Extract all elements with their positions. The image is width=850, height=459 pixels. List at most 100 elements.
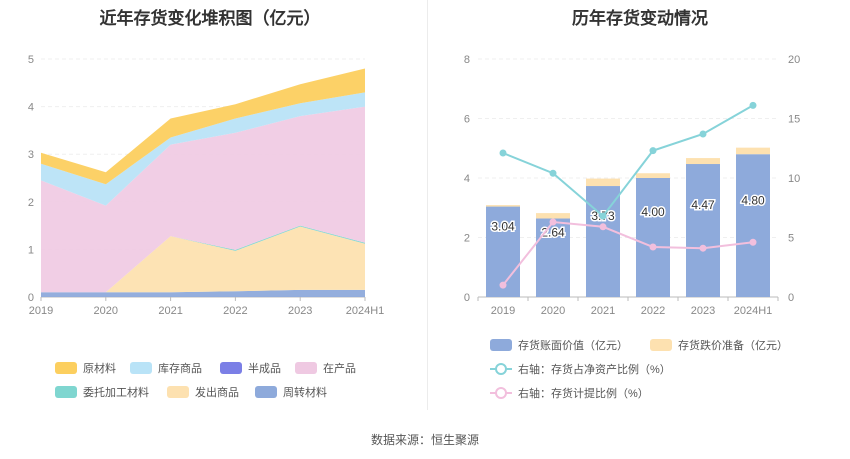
legend-swatch bbox=[255, 386, 277, 398]
right-left-y-tick-label: 6 bbox=[464, 114, 470, 126]
legend-label: 委托加工材料 bbox=[83, 387, 149, 399]
right-x-tick-label: 2021 bbox=[591, 305, 615, 317]
right-left-y-tick-label: 2 bbox=[464, 233, 470, 245]
area-series-3 bbox=[41, 106, 365, 293]
area-series-5 bbox=[41, 92, 365, 206]
right-x-tick-label: 2019 bbox=[491, 305, 515, 317]
net-asset-ratio-line bbox=[502, 104, 754, 218]
area-series-6 bbox=[41, 68, 365, 185]
left-x-tick-label: 2019 bbox=[29, 305, 53, 317]
left-x-tick-label: 2021 bbox=[158, 305, 182, 317]
legend-marker bbox=[495, 363, 507, 375]
legend-label: 存货跌价准备（亿元） bbox=[678, 340, 788, 352]
left-y-tick-label: 0 bbox=[28, 292, 34, 304]
provision-ratio-point bbox=[649, 243, 657, 251]
impairment-reserve-bar bbox=[586, 178, 620, 187]
left-legend-item[interactable]: 周转材料 bbox=[255, 384, 327, 400]
left-legend-item[interactable]: 库存商品 bbox=[130, 360, 202, 376]
charts-canvas: 0 1 2 3 4 5 2019 2020 2021 2022 2023 2024H1 0 2 4 6 8 0 5 1… bbox=[28, 54, 800, 317]
net-asset-ratio-point bbox=[749, 101, 757, 109]
legend-swatch bbox=[295, 362, 317, 374]
left-legend-item[interactable]: 委托加工材料 bbox=[55, 384, 149, 400]
legend-label: 存货账面价值（亿元） bbox=[518, 340, 628, 352]
left-legend-item[interactable]: 半成品 bbox=[220, 360, 281, 376]
left-x-tick-label: 2022 bbox=[223, 305, 247, 317]
right-x-tick-label: 2023 bbox=[691, 305, 715, 317]
right-legend-item[interactable]: 右轴：存货占净资产比例（%） bbox=[490, 361, 671, 377]
left-y-tick-label: 3 bbox=[28, 149, 34, 161]
right-right-y-tick-label: 10 bbox=[788, 173, 800, 185]
legend-label: 半成品 bbox=[248, 363, 281, 375]
legend-label: 库存商品 bbox=[158, 363, 202, 375]
bar-value-label: 4.47 bbox=[691, 198, 715, 212]
net-asset-ratio-point bbox=[549, 169, 557, 177]
area-series-0 bbox=[41, 289, 365, 297]
left-legend-item[interactable]: 发出商品 bbox=[167, 384, 239, 400]
inventory-value-bar bbox=[536, 218, 570, 297]
panel-divider bbox=[427, 0, 428, 410]
bar-value-label: 4.00 bbox=[641, 205, 665, 219]
left-y-tick-label: 4 bbox=[28, 102, 34, 114]
legend-label: 右轴：存货计提比例（%） bbox=[518, 388, 649, 400]
legend-swatch bbox=[55, 362, 77, 374]
left-y-tick-label: 5 bbox=[28, 54, 34, 66]
right-x-tick-label: 2024H1 bbox=[734, 305, 773, 317]
inventory-value-bar bbox=[686, 164, 720, 297]
legend-swatch bbox=[167, 386, 189, 398]
legend-label: 原材料 bbox=[83, 363, 116, 375]
inventory-value-bar bbox=[636, 178, 670, 297]
right-right-y-tick-label: 15 bbox=[788, 114, 800, 126]
bar-value-label: 4.80 bbox=[741, 193, 765, 207]
left-legend-item[interactable]: 原材料 bbox=[55, 360, 116, 376]
impairment-reserve-bar bbox=[536, 213, 570, 219]
right-right-y-tick-label: 20 bbox=[788, 54, 800, 66]
left-y-tick-label: 1 bbox=[28, 244, 34, 256]
inventory-value-bar bbox=[736, 154, 770, 297]
right-left-y-tick-label: 0 bbox=[464, 292, 470, 304]
impairment-reserve-bar bbox=[486, 205, 520, 207]
right-right-y-tick-label: 0 bbox=[788, 292, 794, 304]
provision-ratio-line bbox=[502, 220, 754, 286]
net-asset-ratio-point bbox=[699, 130, 707, 138]
right-left-y-tick-label: 8 bbox=[464, 54, 470, 66]
left-x-tick-label: 2024H1 bbox=[346, 305, 385, 317]
legend-swatch bbox=[490, 363, 512, 375]
net-asset-ratio-point bbox=[599, 212, 607, 220]
legend-label: 发出商品 bbox=[195, 387, 239, 399]
right-x-tick-label: 2022 bbox=[641, 305, 665, 317]
impairment-reserve-bar bbox=[636, 173, 670, 178]
legend-marker bbox=[495, 387, 507, 399]
right-left-y-tick-label: 4 bbox=[464, 173, 470, 185]
inventory-value-bar bbox=[586, 186, 620, 297]
legend-swatch bbox=[220, 362, 242, 374]
legend-swatch bbox=[130, 362, 152, 374]
data-source-note: 数据来源：恒生聚源 bbox=[370, 433, 479, 447]
left-x-tick-label: 2020 bbox=[94, 305, 118, 317]
left-legend-item[interactable]: 在产品 bbox=[295, 360, 356, 376]
right-chart-title: 历年存货变动情况 bbox=[572, 9, 708, 28]
right-legend-item[interactable]: 存货账面价值（亿元） bbox=[490, 337, 628, 353]
provision-ratio-point bbox=[549, 218, 557, 226]
legend-swatch bbox=[650, 339, 672, 351]
provision-ratio-point bbox=[599, 223, 607, 231]
provision-ratio-point bbox=[499, 281, 507, 289]
legend-label: 在产品 bbox=[323, 363, 356, 375]
right-right-y-tick-label: 5 bbox=[788, 233, 794, 245]
provision-ratio-point bbox=[699, 244, 707, 252]
area-series-1 bbox=[41, 226, 365, 293]
right-legend-item[interactable]: 存货跌价准备（亿元） bbox=[650, 337, 788, 353]
legend-swatch bbox=[490, 339, 512, 351]
net-asset-ratio-point bbox=[649, 147, 657, 155]
impairment-reserve-bar bbox=[686, 158, 720, 165]
left-x-tick-label: 2023 bbox=[288, 305, 312, 317]
right-legend-item[interactable]: 右轴：存货计提比例（%） bbox=[490, 385, 649, 401]
left-chart-title: 近年存货变化堆积图（亿元） bbox=[99, 9, 321, 28]
legend-swatch bbox=[55, 386, 77, 398]
provision-ratio-point bbox=[749, 238, 757, 246]
legend-label: 右轴：存货占净资产比例（%） bbox=[518, 364, 671, 376]
left-y-tick-label: 2 bbox=[28, 197, 34, 209]
legend-swatch bbox=[490, 387, 512, 399]
net-asset-ratio-point bbox=[499, 149, 507, 157]
right-x-tick-label: 2020 bbox=[541, 305, 565, 317]
impairment-reserve-bar bbox=[736, 147, 770, 155]
